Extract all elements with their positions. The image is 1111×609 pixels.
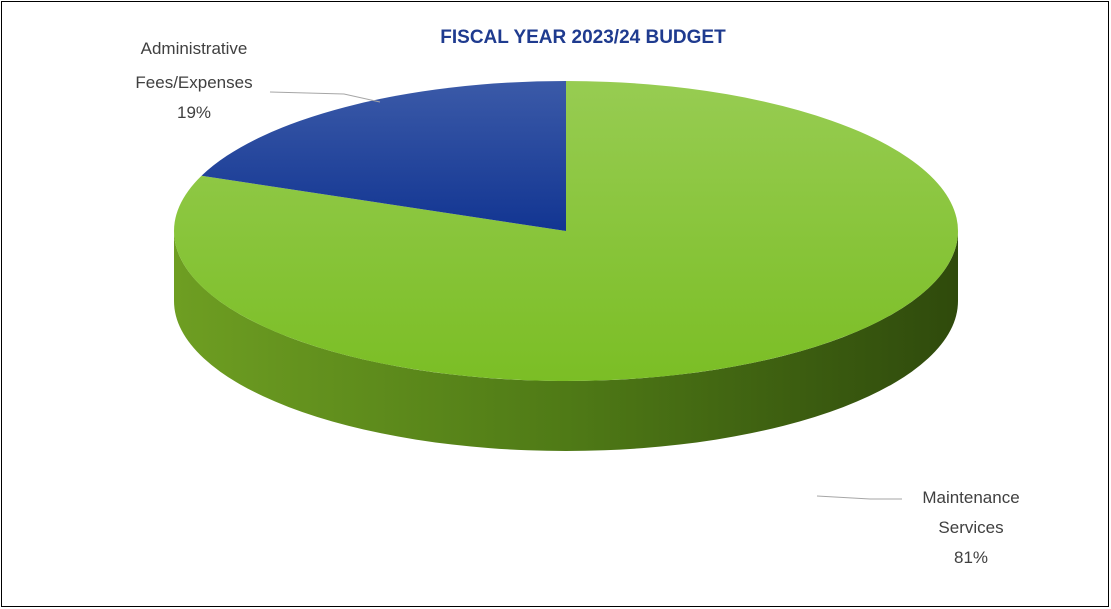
- pie-side-maintenance-services: [174, 231, 958, 451]
- label-administrative-fees-expenses-line-3: 19%: [177, 103, 211, 122]
- label-administrative-fees-expenses-line-2: Fees/Expenses: [135, 73, 252, 92]
- label-maintenance-services-line-2: Services: [938, 518, 1003, 537]
- label-maintenance-services-line-1: Maintenance: [922, 488, 1019, 507]
- pie-slice-administrative-fees-expenses: [201, 81, 566, 231]
- label-maintenance-services-line-3: 81%: [954, 548, 988, 567]
- label-administrative-fees-expenses-leader-line: [269, 91, 381, 103]
- label-administrative-fees-expenses-line-1: Administrative: [141, 39, 248, 58]
- label-maintenance-services-leader-line: [816, 495, 902, 500]
- chart-title: FISCAL YEAR 2023/24 BUDGET: [440, 27, 726, 48]
